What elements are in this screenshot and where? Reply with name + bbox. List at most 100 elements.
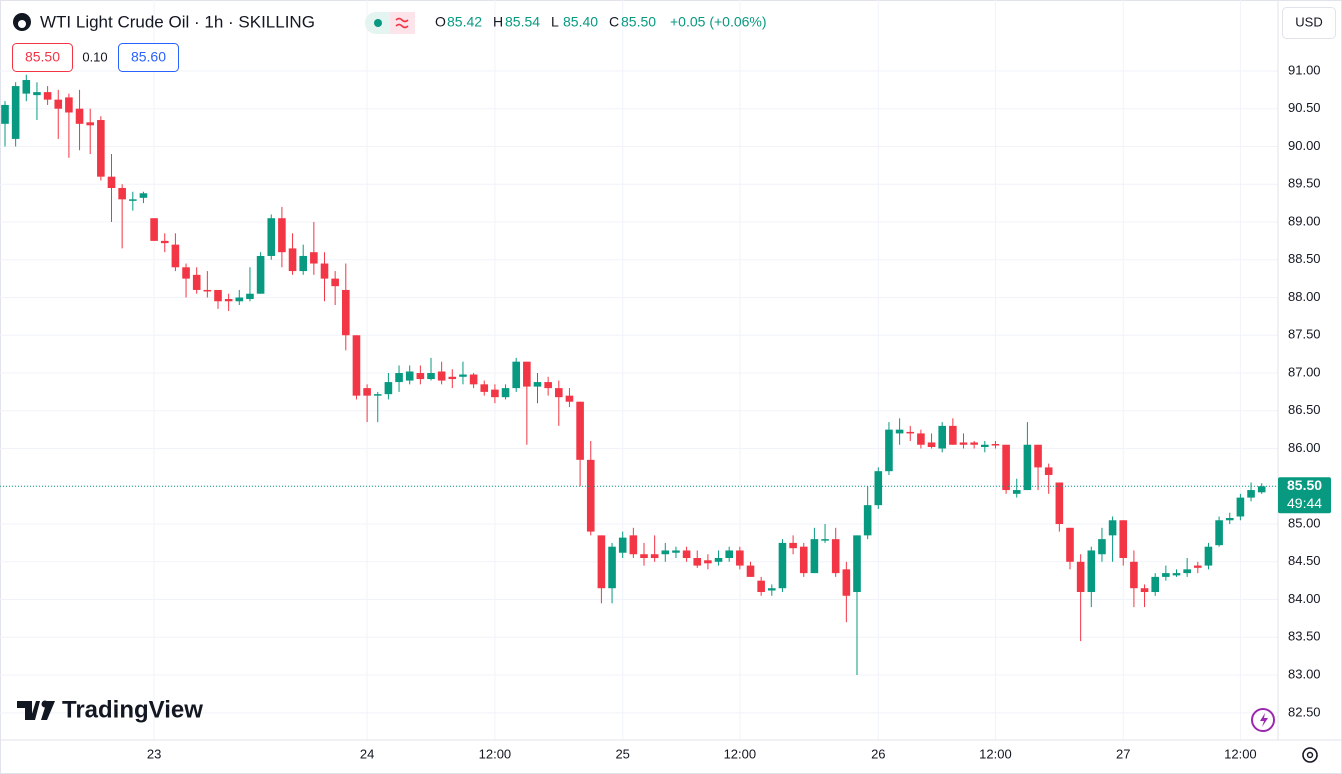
candle-body: [246, 293, 254, 300]
y-tick-label: 87.00: [1288, 364, 1321, 379]
candle-body: [54, 99, 63, 109]
candle-body: [789, 542, 797, 549]
candle-body: [842, 569, 851, 596]
y-tick-label: 86.00: [1288, 440, 1321, 455]
symbol-title[interactable]: WTI Light Crude Oil · 1h · SKILLING: [40, 12, 315, 31]
candle-body: [299, 255, 307, 272]
candle-body: [331, 278, 339, 287]
candle-body: [523, 361, 531, 387]
candle-body: [629, 535, 638, 555]
candle-body: [650, 554, 659, 559]
y-tick-label: 82.50: [1288, 704, 1321, 719]
candle-body: [1204, 546, 1213, 566]
settings-icon[interactable]: [1302, 747, 1318, 763]
candle-body: [192, 274, 201, 290]
candle-body: [704, 560, 712, 564]
x-tick-label: 12:00: [724, 746, 757, 761]
candle-body: [725, 550, 733, 559]
candle-body: [203, 289, 212, 292]
candle-body: [576, 401, 584, 460]
candle-body: [1172, 573, 1181, 576]
settings-icon-inner: [1306, 751, 1314, 759]
candle-body: [693, 558, 702, 566]
candle-body: [1108, 520, 1117, 536]
status-pill-right: [390, 12, 415, 34]
candle-body: [86, 122, 94, 126]
x-tick-label: 27: [1116, 746, 1130, 761]
candle-body: [1257, 486, 1266, 493]
candle-body: [320, 263, 329, 279]
candle-body: [1225, 517, 1234, 521]
candle-body: [373, 394, 382, 396]
delay-icon: [395, 17, 409, 29]
y-tick-label: 83.50: [1288, 629, 1321, 644]
candle-body: [459, 374, 467, 377]
currency-button[interactable]: [1282, 7, 1336, 39]
candle-body: [491, 389, 499, 398]
candle-body: [661, 550, 670, 555]
candle-body: [949, 425, 957, 445]
candle-body: [544, 382, 552, 389]
candle-body: [618, 537, 627, 553]
candle-body: [352, 335, 361, 396]
y-tick-label: 87.50: [1288, 327, 1321, 342]
alert-bolt: [1260, 713, 1268, 727]
y-tick-label: 84.50: [1288, 553, 1321, 568]
candle-body: [714, 558, 723, 562]
candle-body: [107, 176, 116, 189]
candle-body: [1044, 467, 1053, 475]
candle-body: [1151, 576, 1159, 592]
change: +0.05 (+0.06%): [670, 14, 767, 30]
sell-button[interactable]: [12, 43, 73, 72]
candle-body: [501, 388, 510, 398]
candle-body: [757, 580, 765, 592]
last-price-label: 85.50: [1287, 477, 1322, 493]
buy-button[interactable]: [118, 43, 179, 72]
candle-body: [1087, 550, 1096, 592]
candle-body: [831, 539, 840, 574]
candle-body: [778, 542, 787, 589]
candle-body: [278, 218, 286, 253]
ohlc-value: 85.42: [447, 14, 482, 30]
y-tick-label: 84.00: [1288, 591, 1321, 606]
y-tick-label: 89.00: [1288, 213, 1321, 228]
candle-body: [981, 444, 989, 448]
candle-body: [1236, 497, 1245, 517]
candle-body: [416, 373, 425, 380]
candle-body: [1162, 573, 1170, 577]
candle-body: [597, 535, 606, 589]
candle-body: [405, 371, 414, 381]
candle-body: [150, 218, 158, 241]
candle-body: [1098, 539, 1106, 555]
candle-body: [1140, 588, 1149, 592]
x-tick-label: 12:00: [479, 746, 512, 761]
y-tick-label: 91.00: [1288, 62, 1321, 77]
candle-body: [139, 193, 148, 198]
candle-body: [1023, 444, 1032, 491]
candle-body: [1215, 520, 1223, 546]
candle-body: [810, 539, 819, 574]
logo-mark-2: [41, 701, 55, 720]
y-tick-label: 90.00: [1288, 138, 1321, 153]
candle-body: [480, 384, 489, 392]
market-open-dot: [374, 19, 382, 27]
candle-body: [224, 299, 233, 302]
candle-body: [1066, 527, 1074, 562]
y-tick-label: 88.50: [1288, 251, 1321, 266]
y-tick-label: 85.00: [1288, 515, 1321, 530]
candle-body: [160, 240, 169, 244]
candle-body: [555, 388, 563, 398]
candle-body: [768, 588, 776, 591]
ohlc-label: H: [493, 14, 503, 30]
candle-body: [672, 550, 680, 553]
candle-body: [363, 388, 371, 396]
candle-body: [11, 86, 20, 139]
candle-body: [863, 505, 872, 536]
y-tick-label: 90.50: [1288, 100, 1321, 115]
candle-body: [799, 546, 808, 574]
candle-body: [448, 376, 457, 380]
candle-body: [65, 97, 73, 113]
candle-body: [235, 297, 244, 302]
alert-icon[interactable]: [1251, 708, 1275, 732]
